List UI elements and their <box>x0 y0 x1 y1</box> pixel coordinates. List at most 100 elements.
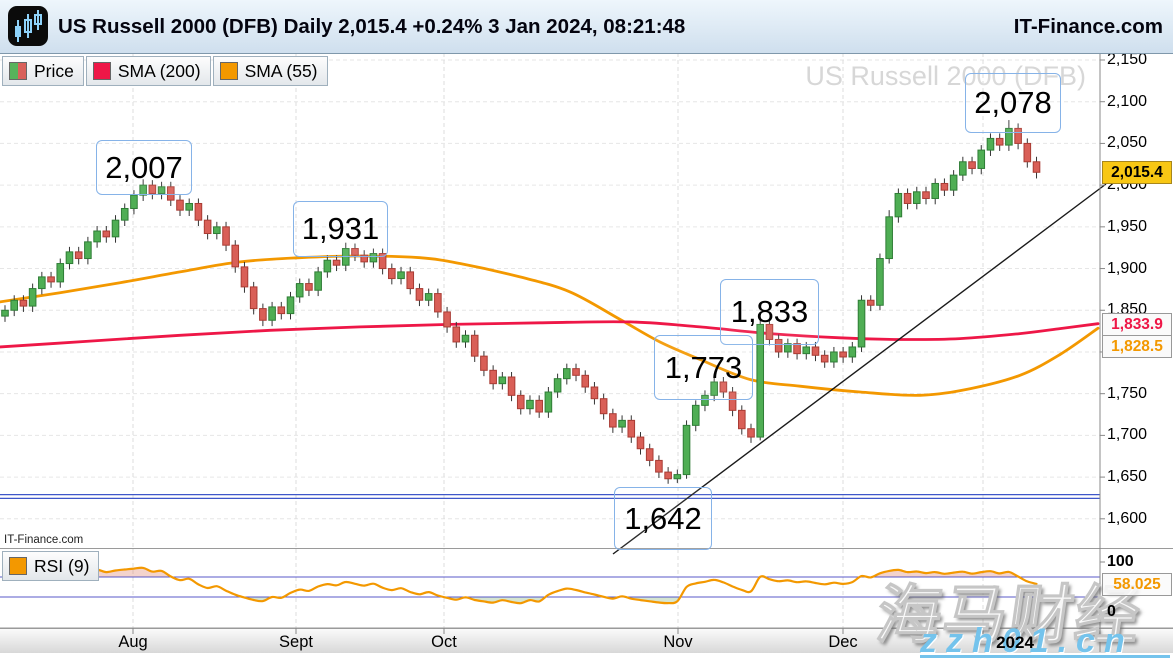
candle <box>249 281 258 315</box>
candle <box>397 266 405 285</box>
candle <box>406 266 415 295</box>
legend-sma200[interactable]: SMA (200) <box>85 56 211 86</box>
candle <box>28 283 37 312</box>
candle <box>305 278 313 297</box>
candle <box>10 295 19 317</box>
candle <box>259 303 267 327</box>
legend-sma200-label: SMA (200) <box>117 60 201 81</box>
legend-price[interactable]: Price <box>2 56 84 86</box>
sma55-value-tag: 1,828.5 <box>1102 334 1172 358</box>
candle <box>618 415 626 433</box>
candle <box>443 306 451 333</box>
candle <box>535 395 543 418</box>
candle <box>544 387 553 418</box>
y-axis-label: 1,950 <box>1107 217 1148 235</box>
x-axis-label-dec: Dec <box>828 633 858 651</box>
candle <box>286 291 295 320</box>
candle <box>1023 138 1032 168</box>
candle <box>563 363 571 385</box>
rsi-axis-label: 0 <box>1107 603 1116 620</box>
candle <box>480 351 488 377</box>
candle <box>866 295 875 312</box>
candle <box>572 363 580 382</box>
candle <box>553 373 562 398</box>
candle <box>636 432 645 455</box>
candle <box>959 156 967 181</box>
candle <box>894 188 903 223</box>
x-axis-label-2024: 2024 <box>996 633 1034 652</box>
swing-price-annotation[interactable]: 2,007 <box>96 140 192 195</box>
candle <box>691 400 700 432</box>
swing-price-annotation[interactable]: 1,931 <box>293 201 388 257</box>
candle <box>848 341 857 363</box>
y-axis-label: 1,900 <box>1107 259 1148 277</box>
candle <box>470 330 479 362</box>
swing-price-annotation[interactable]: 1,642 <box>614 487 712 550</box>
candle <box>185 198 193 216</box>
brand-link[interactable]: IT-Finance.com <box>1013 15 1163 38</box>
candle <box>498 371 507 390</box>
candle <box>949 170 958 196</box>
swing-price-annotation[interactable]: 2,078 <box>965 73 1061 133</box>
candle <box>74 246 83 265</box>
candle <box>995 133 1004 151</box>
candle <box>590 381 599 405</box>
candle <box>176 195 184 216</box>
sma200-swatch-icon <box>92 62 111 80</box>
title-bar: US Russell 2000 (DFB) Daily 2,015.4 +0.2… <box>0 0 1173 54</box>
legend-sma55-label: SMA (55) <box>244 60 318 81</box>
y-axis-label: 1,650 <box>1107 468 1148 486</box>
candle <box>38 271 46 295</box>
candle <box>599 393 608 420</box>
x-axis-label-aug: Aug <box>118 633 148 651</box>
x-axis-label-sept: Sept <box>279 633 313 651</box>
candle <box>922 186 930 205</box>
y-axis-label: 2,150 <box>1107 51 1148 68</box>
candle <box>84 236 92 265</box>
candle <box>268 301 276 327</box>
y-axis-label: 2,100 <box>1107 92 1148 110</box>
candle <box>664 467 672 484</box>
candle <box>111 215 120 243</box>
candle <box>986 133 995 156</box>
candle <box>102 226 111 243</box>
time-axis-strip <box>0 628 1173 653</box>
candle <box>332 255 341 272</box>
chart-title: US Russell 2000 (DFB) Daily 2,015.4 +0.2… <box>58 15 686 38</box>
candle <box>977 145 986 175</box>
candle <box>1032 156 1041 179</box>
legend-sma55[interactable]: SMA (55) <box>212 56 328 86</box>
candle <box>295 278 304 303</box>
candle <box>489 365 497 390</box>
swing-price-annotation[interactable]: 1,773 <box>654 335 753 400</box>
rsi-value-tag: 58.025 <box>1102 572 1172 596</box>
candle <box>940 178 949 196</box>
price-swatch-icon <box>9 62 27 80</box>
app-logo-icon <box>8 6 48 46</box>
y-axis-label: 1,600 <box>1107 509 1148 527</box>
candle <box>65 246 74 270</box>
candle <box>857 295 866 352</box>
legend-rsi-label: RSI (9) <box>34 555 90 576</box>
candle <box>1 305 9 322</box>
candle <box>93 226 101 248</box>
candle <box>323 255 332 278</box>
candle <box>19 295 28 312</box>
candle <box>231 240 240 273</box>
candle <box>240 261 249 293</box>
candle <box>507 371 516 402</box>
candle <box>903 188 912 210</box>
candle <box>120 203 129 227</box>
candle <box>820 350 829 368</box>
rsi-swatch-icon <box>9 557 27 575</box>
candle <box>627 415 636 443</box>
candle <box>213 221 221 240</box>
legend-price-label: Price <box>34 60 74 81</box>
candle <box>452 321 461 348</box>
candle <box>581 370 590 393</box>
candle <box>912 186 921 210</box>
candle <box>968 156 976 175</box>
candle <box>222 221 230 252</box>
legend-rsi[interactable]: RSI (9) <box>2 551 100 581</box>
